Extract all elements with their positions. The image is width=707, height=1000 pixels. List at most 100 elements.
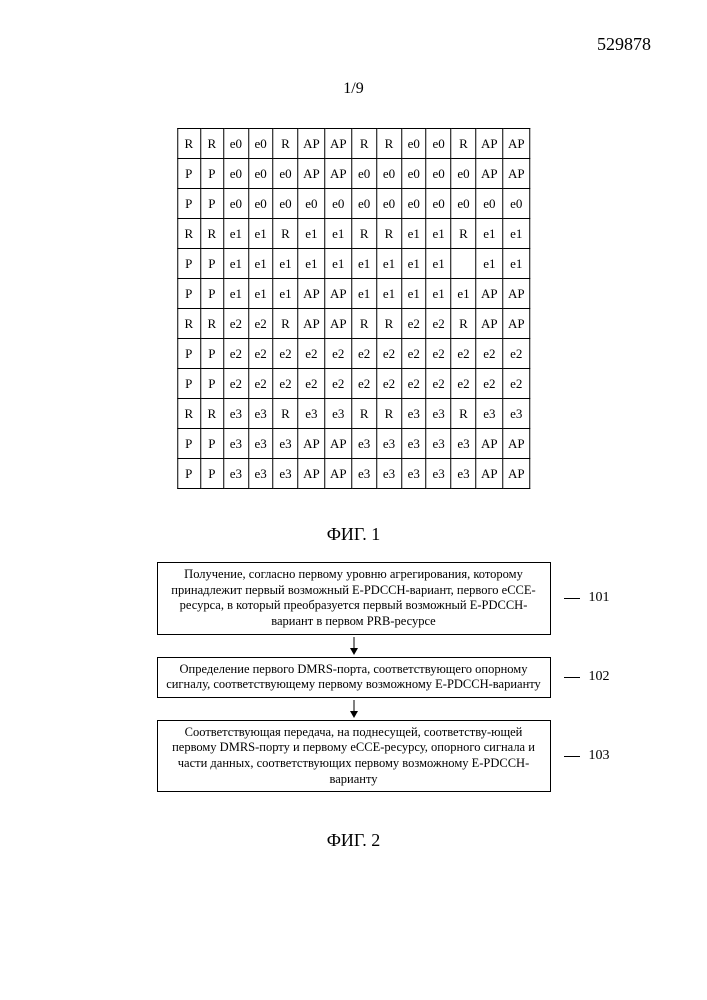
flow-step-103: Соответствующая передача, на поднесущей,… <box>144 720 564 793</box>
arrow-down-icon <box>144 700 564 718</box>
grid-cell: P <box>177 369 200 399</box>
grid-cell: e3 <box>325 399 352 429</box>
grid-cell: AP <box>503 309 530 339</box>
grid-cell: R <box>200 219 223 249</box>
grid-cell: R <box>273 309 298 339</box>
grid-cell: R <box>177 129 200 159</box>
grid-cell: e2 <box>377 369 402 399</box>
grid-cell: e2 <box>273 339 298 369</box>
grid-cell: e2 <box>503 369 530 399</box>
connector-line <box>564 756 580 757</box>
fig1-grid: RRe0e0RAPAPRRe0e0RAPAPPPe0e0e0APAPe0e0e0… <box>177 128 531 489</box>
grid-cell: e1 <box>273 279 298 309</box>
grid-cell: e3 <box>248 399 273 429</box>
grid-cell: e3 <box>426 429 451 459</box>
grid-cell: e2 <box>298 369 325 399</box>
grid-cell: R <box>451 399 476 429</box>
grid-cell: P <box>200 249 223 279</box>
grid-cell: R <box>177 219 200 249</box>
grid-cell: P <box>177 279 200 309</box>
grid-cell: e0 <box>401 159 426 189</box>
grid-cell: e2 <box>451 369 476 399</box>
grid-cell: e1 <box>401 279 426 309</box>
grid-cell: e3 <box>451 459 476 489</box>
grid-cell: P <box>177 429 200 459</box>
grid-cell: e3 <box>352 429 377 459</box>
grid-cell: e1 <box>476 219 503 249</box>
grid-cell: R <box>451 309 476 339</box>
grid-cell: e3 <box>377 429 402 459</box>
grid-cell: e1 <box>377 249 402 279</box>
grid-cell: P <box>177 189 200 219</box>
grid-cell: e0 <box>352 159 377 189</box>
grid-cell: AP <box>476 129 503 159</box>
step-number: 101 <box>589 590 610 606</box>
grid-cell: e2 <box>476 369 503 399</box>
grid-cell: e0 <box>401 129 426 159</box>
grid-cell: e1 <box>377 279 402 309</box>
grid-cell: e1 <box>476 249 503 279</box>
grid-cell: e3 <box>223 399 248 429</box>
grid-cell: R <box>200 399 223 429</box>
grid-cell: AP <box>325 159 352 189</box>
grid-cell: e0 <box>325 189 352 219</box>
grid-cell: P <box>177 459 200 489</box>
grid-cell: AP <box>476 309 503 339</box>
flow-step-101: Получение, согласно первому уровню агрег… <box>144 562 564 635</box>
grid-cell: e0 <box>451 189 476 219</box>
grid-cell: e2 <box>426 369 451 399</box>
grid-cell: P <box>200 369 223 399</box>
grid-cell: e1 <box>298 219 325 249</box>
grid-cell: e0 <box>223 159 248 189</box>
grid-cell: e1 <box>325 219 352 249</box>
grid-cell: e0 <box>352 189 377 219</box>
grid-cell: P <box>200 459 223 489</box>
grid-cell: e1 <box>248 219 273 249</box>
grid-cell: e2 <box>451 339 476 369</box>
grid-cell: R <box>177 399 200 429</box>
grid-cell: R <box>352 219 377 249</box>
grid-cell: AP <box>325 459 352 489</box>
grid-cell: e1 <box>223 219 248 249</box>
grid-cell: R <box>377 129 402 159</box>
grid-cell: e1 <box>451 279 476 309</box>
grid-cell: e3 <box>223 429 248 459</box>
grid-cell: e0 <box>451 159 476 189</box>
grid-cell: AP <box>298 159 325 189</box>
grid-cell: e1 <box>426 249 451 279</box>
grid-cell: e3 <box>401 399 426 429</box>
grid-cell: AP <box>476 159 503 189</box>
grid-cell: e3 <box>503 399 530 429</box>
doc-number: 529878 <box>597 34 651 55</box>
grid-cell: e1 <box>401 249 426 279</box>
flow-step-102: Определение первого DMRS-порта, соответс… <box>144 657 564 698</box>
flow-box: Получение, согласно первому уровню агрег… <box>157 562 551 635</box>
grid-cell: e3 <box>401 459 426 489</box>
grid-cell: e1 <box>503 219 530 249</box>
grid-cell: AP <box>298 459 325 489</box>
grid-cell: e2 <box>248 339 273 369</box>
grid-cell: e2 <box>325 369 352 399</box>
grid-cell: e1 <box>426 219 451 249</box>
grid-cell: e3 <box>476 399 503 429</box>
grid-cell: R <box>177 309 200 339</box>
grid-cell: R <box>352 129 377 159</box>
grid-cell: e0 <box>298 189 325 219</box>
grid-cell: e2 <box>426 339 451 369</box>
grid-cell: e2 <box>248 309 273 339</box>
grid-cell: e2 <box>426 309 451 339</box>
grid-cell: e3 <box>451 429 476 459</box>
grid-cell: R <box>377 309 402 339</box>
connector-line <box>564 677 580 678</box>
grid-cell: e2 <box>223 339 248 369</box>
grid-cell: e1 <box>401 219 426 249</box>
grid-cell: e2 <box>401 309 426 339</box>
grid-cell: P <box>200 159 223 189</box>
grid-cell: AP <box>503 429 530 459</box>
grid-cell: P <box>200 279 223 309</box>
grid-cell: R <box>273 399 298 429</box>
grid-cell: e2 <box>325 339 352 369</box>
grid-cell: R <box>200 129 223 159</box>
grid-cell: AP <box>298 429 325 459</box>
grid-cell: e2 <box>401 369 426 399</box>
